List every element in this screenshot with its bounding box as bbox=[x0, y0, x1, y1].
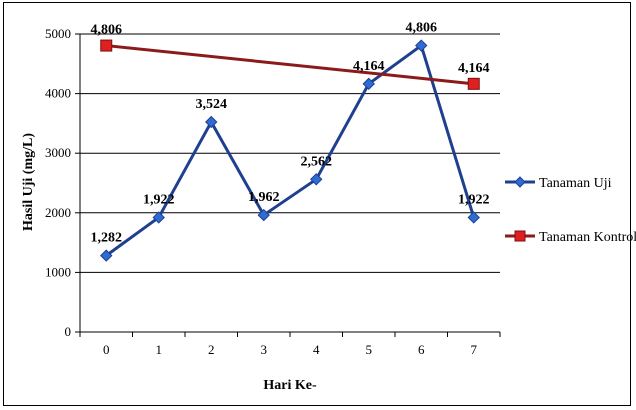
legend-label: Tanaman Uji bbox=[539, 176, 612, 191]
legend-marker-square bbox=[514, 230, 526, 242]
series-line-tanaman-uji bbox=[105, 44, 476, 257]
data-label-layer: 1,282 1,922 3,524 1,962 2,562 4,164 4,806 1,922… bbox=[91, 21, 490, 246]
data-label: 4,806 bbox=[406, 21, 438, 36]
data-label: 1,922 bbox=[143, 192, 175, 207]
data-point-uji-2 bbox=[205, 115, 218, 129]
x-tick-label: 2 bbox=[208, 342, 215, 357]
series-layer bbox=[100, 39, 480, 262]
data-point-uji-4 bbox=[310, 173, 323, 186]
y-tick-label: 0 bbox=[65, 324, 72, 339]
data-label: 2,562 bbox=[301, 154, 333, 169]
data-label: 1,282 bbox=[91, 231, 123, 246]
legend: Tanaman Uji Tanaman Kontrol bbox=[505, 176, 636, 245]
x-tick-label: 4 bbox=[313, 342, 320, 357]
y-tick-label: 1000 bbox=[45, 264, 71, 279]
data-label: 3,524 bbox=[196, 97, 228, 112]
data-point-uji-0 bbox=[100, 249, 113, 262]
legend-label: Tanaman Kontrol bbox=[539, 230, 636, 245]
data-label: 4,806 bbox=[91, 23, 123, 38]
y-tick-label: 2000 bbox=[45, 205, 71, 220]
data-point-uji-5 bbox=[362, 77, 375, 91]
data-point-kontrol-1 bbox=[467, 77, 480, 90]
data-label: 4,164 bbox=[458, 61, 490, 76]
grid-layer bbox=[80, 33, 500, 273]
axes-layer: 0 1000 2000 3000 4000 5000 0 1 2 3 4 5 6 7 bbox=[45, 26, 501, 357]
legend-item-tanaman-kontrol: Tanaman Kontrol bbox=[505, 230, 636, 245]
x-tick-label: 5 bbox=[366, 342, 373, 357]
data-point-uji-3 bbox=[257, 208, 270, 222]
data-point-uji-6 bbox=[415, 39, 428, 52]
series-line-tanaman-kontrol bbox=[106, 44, 474, 86]
legend-marker-diamond bbox=[514, 176, 526, 188]
chart-frame bbox=[3, 2, 631, 406]
x-tick-label: 6 bbox=[418, 342, 425, 357]
x-tick-label: 3 bbox=[261, 342, 268, 357]
x-tick-label: 0 bbox=[103, 342, 110, 357]
x-axis-title: Hari Ke- bbox=[263, 378, 317, 393]
data-point-uji-1 bbox=[152, 211, 165, 224]
data-point-kontrol-0 bbox=[100, 39, 113, 52]
x-tick-label: 7 bbox=[471, 342, 478, 357]
y-tick-label: 5000 bbox=[45, 26, 71, 41]
legend-item-tanaman-uji: Tanaman Uji bbox=[505, 176, 612, 191]
y-axis-title: Hasil Uji (mg/L) bbox=[21, 133, 36, 231]
data-label: 1,962 bbox=[248, 190, 280, 205]
data-label: 4,164 bbox=[353, 59, 385, 74]
data-point-uji-7 bbox=[467, 211, 480, 224]
x-tick-label: 1 bbox=[156, 342, 163, 357]
y-tick-label: 3000 bbox=[45, 145, 71, 160]
y-tick-label: 4000 bbox=[45, 86, 71, 101]
data-label: 1,922 bbox=[458, 192, 490, 207]
